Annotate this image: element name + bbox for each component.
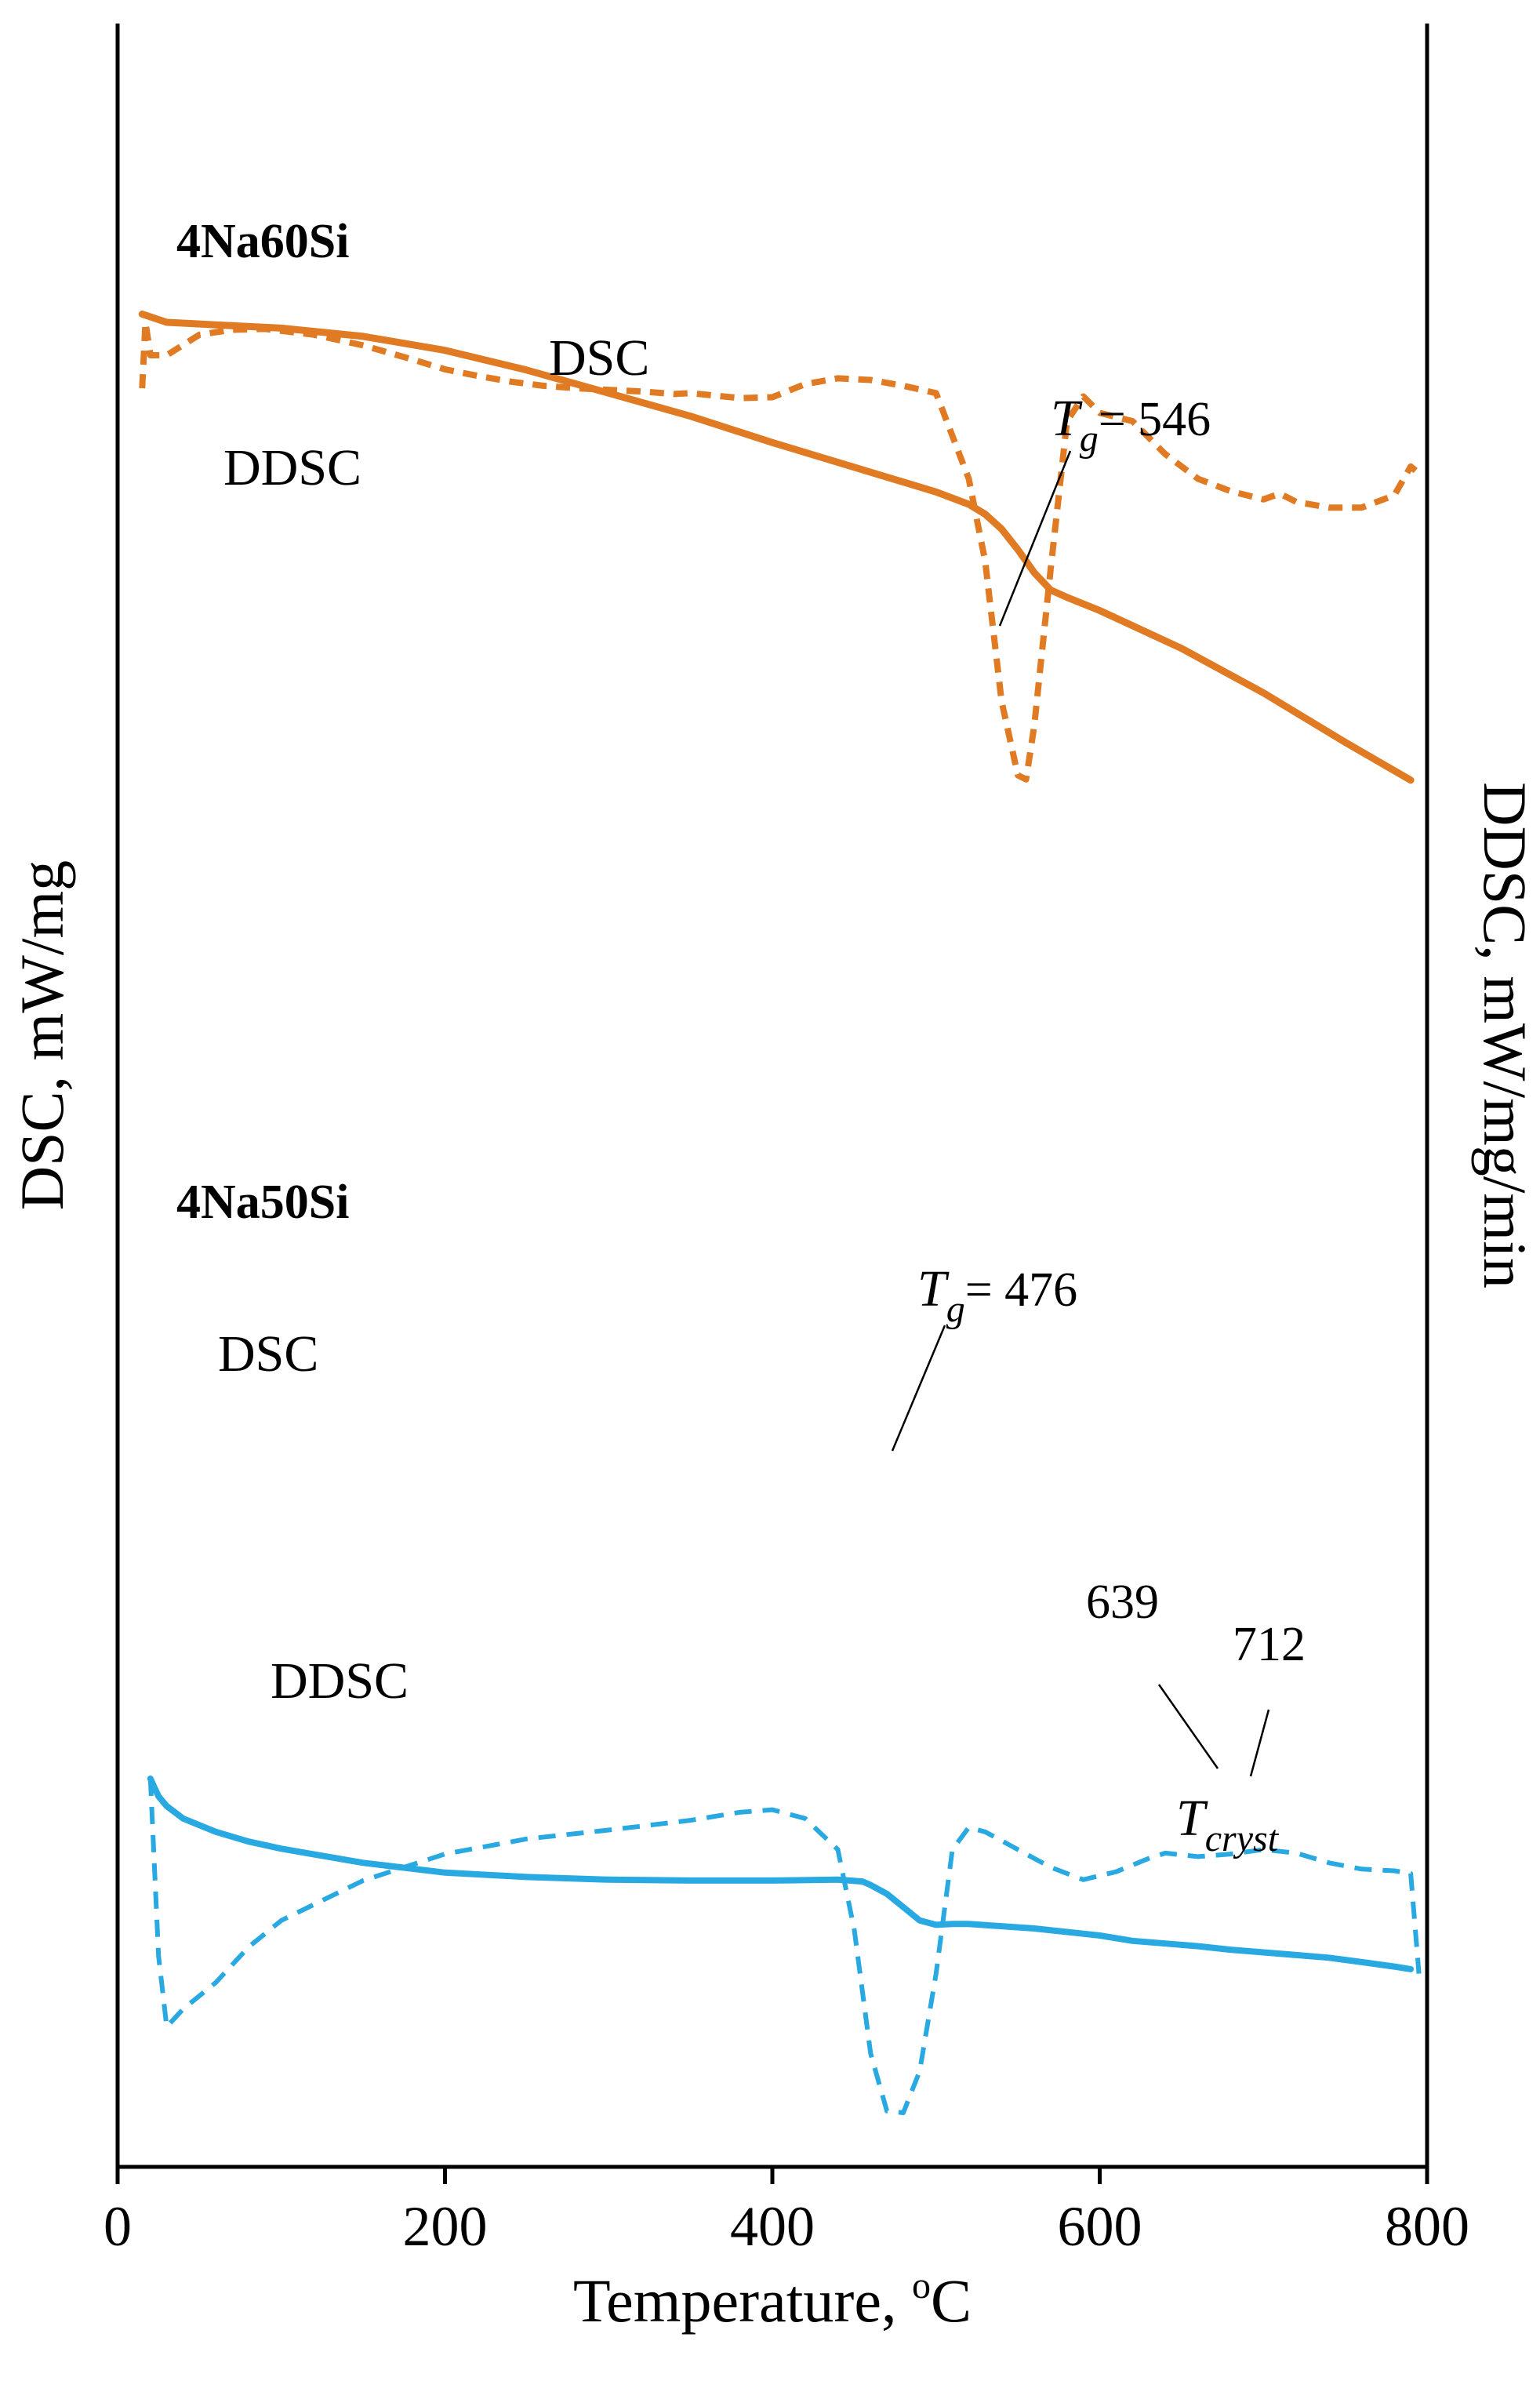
tcryst-label: Tcryst — [1176, 1790, 1280, 1859]
series-4na60si-dsc — [138, 311, 1415, 784]
ddsc-label-4na60si: DDSC — [223, 439, 361, 496]
tg-leader-4na60si — [998, 450, 1072, 627]
series-4na50si-dsc — [147, 1776, 1415, 1972]
tcryst-value-639: 639 — [1086, 1576, 1159, 1629]
tg-annotation-4na60si: Tg= 546 — [1051, 390, 1211, 460]
x-axis-tick-labels: 0 200 400 600 800 — [104, 2195, 1469, 2258]
x-tick-label-800: 800 — [1385, 2195, 1469, 2258]
left-y-axis-title: DSC, mW/mg — [8, 860, 76, 1210]
x-axis-title: Temperature, oC — [573, 2265, 972, 2335]
tcryst-leader-639 — [1157, 1684, 1219, 1769]
dsc-label-4na60si: DSC — [549, 329, 649, 387]
tg-annotation-4na50si: Tg= 476 — [917, 1260, 1077, 1330]
x-tick-label-600: 600 — [1058, 2195, 1142, 2258]
series-layer — [138, 311, 1422, 2115]
x-tick-label-200: 200 — [403, 2195, 488, 2258]
panel-title-4na50si: 4Na50Si — [176, 1176, 349, 1229]
tcryst-value-712: 712 — [1233, 1618, 1306, 1671]
tg-leader-4na50si — [891, 1325, 946, 1452]
x-tick-label-0: 0 — [104, 2195, 132, 2258]
right-y-axis-title: DDSC, mW/mg/min — [1471, 782, 1539, 1289]
ddsc-label-4na50si: DDSC — [271, 1652, 409, 1710]
series-4na60si-ddsc — [139, 319, 1418, 783]
x-tick-label-400: 400 — [730, 2195, 815, 2258]
dsc-label-4na50si: DSC — [218, 1325, 318, 1383]
tcryst-leader-712 — [1249, 1709, 1270, 1777]
panel-title-4na60si: 4Na60Si — [176, 215, 349, 268]
series-4na50si-ddsc — [147, 1778, 1422, 2115]
x-axis-ticks — [115, 2167, 1429, 2184]
